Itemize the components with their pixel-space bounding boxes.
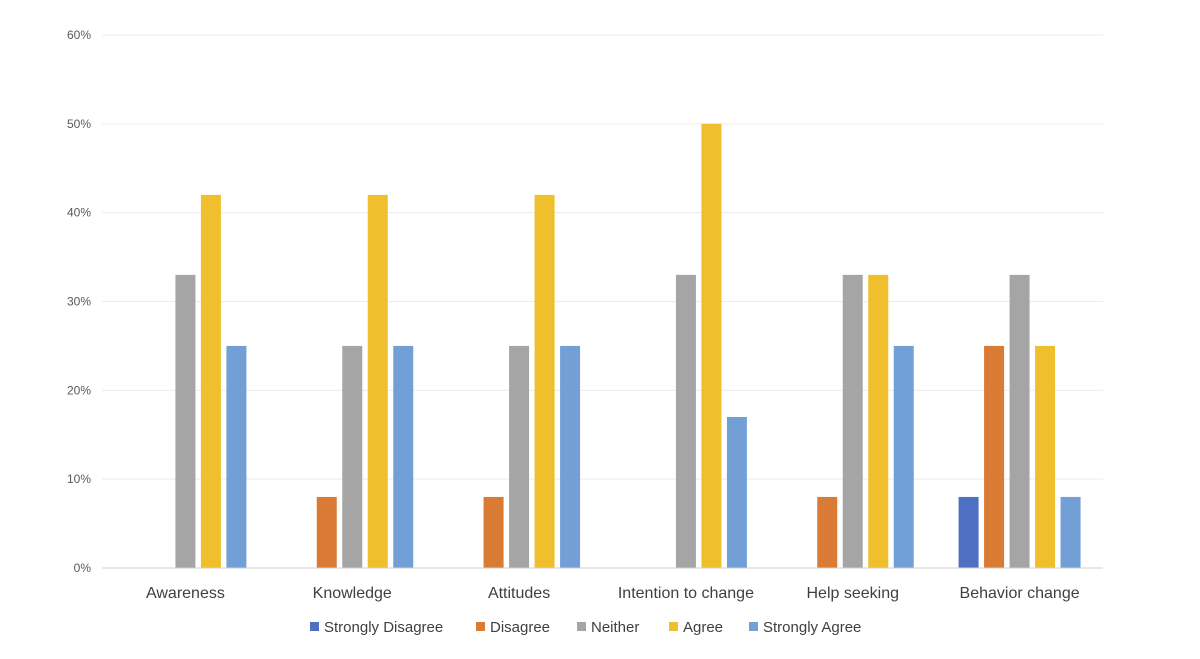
legend: Strongly Disagree Disagree Neither Agree Str…: [310, 619, 861, 636]
bar: [342, 345, 363, 568]
y-tick-label: 0%: [74, 561, 92, 575]
bar: [868, 274, 889, 568]
bar: [483, 496, 504, 568]
legend-label: Disagree: [490, 619, 550, 636]
bar: [534, 194, 555, 568]
bar: [675, 274, 696, 568]
x-tick-label: Attitudes: [488, 585, 550, 602]
legend-swatch: [476, 622, 485, 631]
legend-swatch: [577, 622, 586, 631]
bar: [726, 416, 747, 568]
x-tick-label: Help seeking: [807, 585, 900, 602]
y-tick-label: 10%: [67, 472, 91, 486]
y-axis-ticks: 0% 10% 20% 30% 40% 50% 60%: [67, 28, 91, 575]
x-tick-label: Behavior change: [960, 585, 1080, 602]
y-tick-label: 20%: [67, 383, 91, 397]
y-tick-label: 50%: [67, 117, 91, 131]
y-tick-label: 30%: [67, 295, 91, 309]
bar: [984, 345, 1005, 568]
y-tick-label: 40%: [67, 206, 91, 220]
x-tick-label: Intention to change: [618, 585, 754, 602]
bar: [393, 345, 414, 568]
gridlines: [102, 34, 1103, 480]
bar: [200, 194, 221, 568]
bar: [367, 194, 388, 568]
bar: [509, 345, 530, 568]
bar: [175, 274, 196, 568]
x-tick-label: Awareness: [146, 585, 225, 602]
bar: [226, 345, 247, 568]
bar: [893, 345, 914, 568]
bar: [1035, 345, 1056, 568]
y-tick-label: 60%: [67, 28, 91, 42]
bar: [701, 123, 722, 568]
legend-swatch: [749, 622, 758, 631]
legend-label: Strongly Disagree: [324, 619, 443, 636]
x-tick-label: Knowledge: [313, 585, 392, 602]
legend-label: Neither: [591, 619, 639, 636]
x-axis: Awareness Knowledge Attitudes Intention to …: [102, 567, 1103, 602]
legend-label: Agree: [683, 619, 723, 636]
bar: [560, 345, 581, 568]
legend-swatch: [669, 622, 678, 631]
bar: [316, 496, 337, 568]
bar: [958, 496, 979, 568]
bar: [1060, 496, 1081, 568]
bar: [817, 496, 838, 568]
bar: [1009, 274, 1030, 568]
bars: [175, 123, 1081, 568]
legend-swatch: [310, 622, 319, 631]
bar: [842, 274, 863, 568]
legend-label: Strongly Agree: [763, 619, 861, 636]
